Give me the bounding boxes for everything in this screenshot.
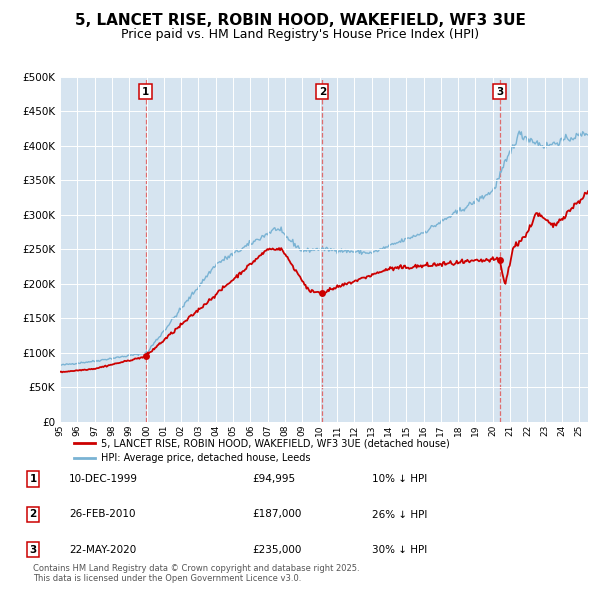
Text: Price paid vs. HM Land Registry's House Price Index (HPI): Price paid vs. HM Land Registry's House … (121, 28, 479, 41)
Text: 10% ↓ HPI: 10% ↓ HPI (372, 474, 427, 484)
Text: 22-MAY-2020: 22-MAY-2020 (69, 545, 136, 555)
Text: 1: 1 (29, 474, 37, 484)
Text: 3: 3 (29, 545, 37, 555)
Text: £94,995: £94,995 (252, 474, 295, 484)
Text: 2: 2 (319, 87, 326, 97)
Text: 26-FEB-2010: 26-FEB-2010 (69, 510, 136, 519)
Text: Contains HM Land Registry data © Crown copyright and database right 2025.
This d: Contains HM Land Registry data © Crown c… (33, 563, 359, 583)
Text: 26% ↓ HPI: 26% ↓ HPI (372, 510, 427, 519)
Legend: 5, LANCET RISE, ROBIN HOOD, WAKEFIELD, WF3 3UE (detached house), HPI: Average pr: 5, LANCET RISE, ROBIN HOOD, WAKEFIELD, W… (70, 435, 454, 467)
Text: £235,000: £235,000 (252, 545, 301, 555)
Text: 1: 1 (142, 87, 149, 97)
Text: 3: 3 (496, 87, 503, 97)
Text: 30% ↓ HPI: 30% ↓ HPI (372, 545, 427, 555)
Text: £187,000: £187,000 (252, 510, 301, 519)
Text: 2: 2 (29, 510, 37, 519)
Text: 10-DEC-1999: 10-DEC-1999 (69, 474, 138, 484)
Text: 5, LANCET RISE, ROBIN HOOD, WAKEFIELD, WF3 3UE: 5, LANCET RISE, ROBIN HOOD, WAKEFIELD, W… (74, 13, 526, 28)
